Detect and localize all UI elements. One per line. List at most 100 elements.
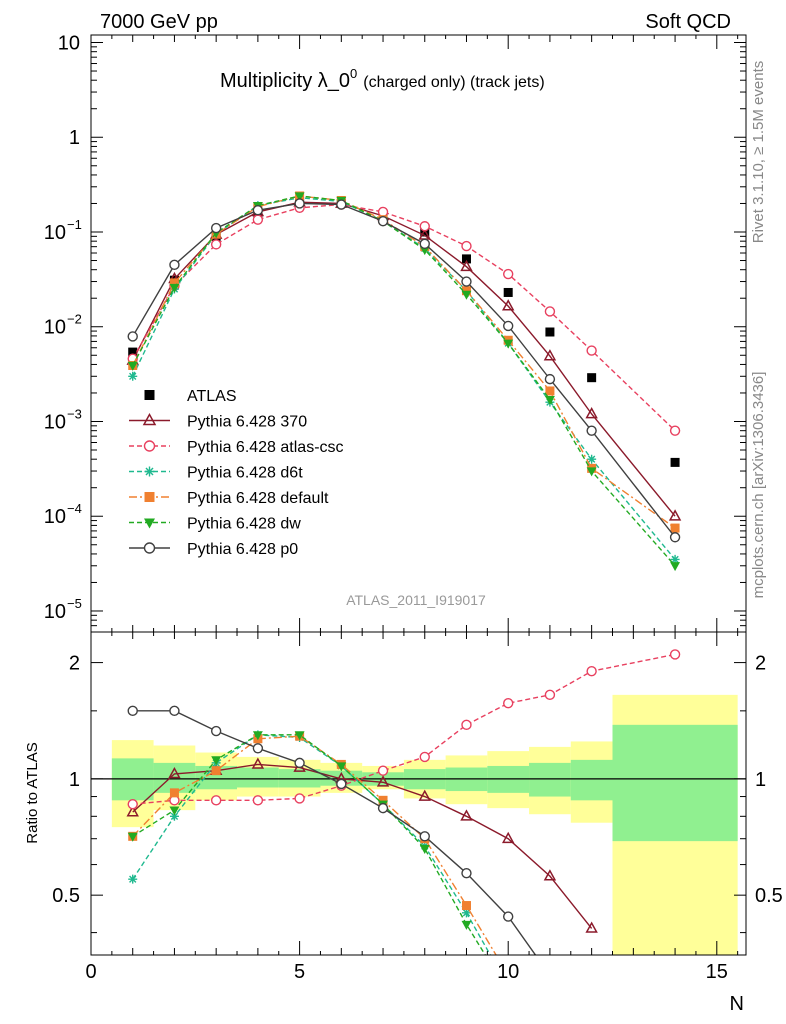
band-inner-3 bbox=[237, 767, 279, 788]
legend-label-2: Pythia 6.428 atlas-csc bbox=[187, 439, 344, 456]
main-point-1-12 bbox=[668, 509, 682, 521]
main-point-1-9 bbox=[501, 299, 515, 311]
main-point-6-9 bbox=[502, 320, 514, 332]
side-label-mcplots: mcplots.cern.ch [arXiv:1306.3436] bbox=[750, 372, 767, 599]
main-ytick-exp-4: −3 bbox=[67, 406, 82, 421]
main-ytick-label-1: 1 bbox=[69, 127, 80, 149]
ratio-point-0-1 bbox=[168, 766, 181, 779]
ratio-point-1-6 bbox=[377, 765, 389, 776]
main-ytick-label-2: 10 bbox=[44, 222, 66, 244]
main-point-6-4 bbox=[294, 198, 305, 209]
chart-title-sup: 0 bbox=[350, 66, 357, 81]
main-ytick-exp-2: −1 bbox=[67, 217, 82, 232]
main-point-5-1 bbox=[169, 283, 180, 293]
ratio-point-3-2 bbox=[211, 766, 221, 776]
ratio-point-5-5 bbox=[336, 778, 347, 790]
ratio-point-2-1 bbox=[169, 811, 179, 821]
ratio-point-0-0 bbox=[126, 805, 139, 817]
ratio-point-5-1 bbox=[169, 705, 180, 717]
main-point-1-10 bbox=[543, 349, 557, 361]
ratio-point-3-6 bbox=[378, 795, 388, 805]
xtick-label-3: 15 bbox=[706, 961, 728, 983]
xtick-label-2: 10 bbox=[497, 961, 519, 983]
xtick-label-0: 0 bbox=[85, 961, 96, 983]
main-point-2-3 bbox=[252, 214, 264, 225]
main-ytick-label-3: 10 bbox=[44, 317, 66, 339]
ratio-ylabel: Ratio to ATLAS bbox=[24, 742, 41, 843]
main-point-2-6 bbox=[377, 206, 389, 218]
main-point-1-11 bbox=[585, 407, 598, 419]
xtick-label-1: 5 bbox=[294, 961, 305, 983]
main-point-3-12 bbox=[670, 554, 680, 564]
ratio-point-5-8 bbox=[461, 867, 472, 879]
main-point-6-6 bbox=[377, 215, 389, 227]
ratio-series-5 bbox=[127, 705, 537, 955]
main-point-6-3 bbox=[252, 204, 264, 216]
ratio-point-4-1 bbox=[169, 806, 180, 816]
legend-marker-3 bbox=[144, 466, 155, 477]
main-point-5-4 bbox=[294, 192, 305, 202]
ratio-point-0-7 bbox=[418, 789, 431, 801]
ratio-series-line-4 bbox=[132, 734, 487, 955]
ratio-point-0-10 bbox=[543, 869, 557, 881]
legend-marker-5 bbox=[144, 518, 155, 529]
legend-label-6: Pythia 6.428 p0 bbox=[187, 541, 298, 558]
main-point-0-12 bbox=[670, 457, 680, 467]
side-label-rivet: Rivet 3.1.10, ≥ 1.5M events bbox=[750, 61, 767, 244]
main-point-4-10 bbox=[545, 386, 555, 396]
legend-entry-0: ATLAS bbox=[144, 388, 237, 405]
main-point-2-8 bbox=[461, 240, 472, 252]
watermark: ATLAS_2011_I919017 bbox=[346, 592, 486, 608]
band-inner-12 bbox=[612, 724, 738, 842]
ratio-data bbox=[91, 649, 746, 955]
ratio-point-0-8 bbox=[460, 809, 473, 821]
ratio-point-1-4 bbox=[294, 793, 305, 804]
ratio-frame bbox=[90, 631, 747, 956]
main-series-6 bbox=[127, 198, 681, 543]
main-ytick-exp-3: −2 bbox=[67, 312, 82, 327]
legend: ATLAS Pythia 6.428 370 Pythia 6.428 atlas-… bbox=[129, 388, 344, 558]
main-point-6-11 bbox=[586, 425, 597, 436]
main-point-0-9 bbox=[503, 287, 513, 297]
main-point-6-2 bbox=[210, 222, 222, 234]
ratio-point-0-9 bbox=[501, 831, 515, 844]
main-point-6-12 bbox=[669, 532, 681, 543]
main-point-2-11 bbox=[586, 345, 597, 356]
main-point-5-10 bbox=[544, 396, 555, 406]
legend-entry-5: Pythia 6.428 dw bbox=[129, 516, 301, 533]
legend-marker-4 bbox=[144, 492, 155, 502]
ratio-point-5-9 bbox=[502, 911, 514, 922]
ratio-point-4-4 bbox=[294, 731, 305, 741]
legend-label-5: Pythia 6.428 dw bbox=[187, 516, 301, 533]
main-point-5-8 bbox=[461, 290, 472, 300]
ratio-point-2-0 bbox=[128, 874, 138, 884]
legend-marker-1 bbox=[142, 412, 157, 426]
main-ytick-exp-5: −4 bbox=[67, 501, 82, 516]
main-series-5 bbox=[127, 192, 681, 572]
band-inner-11 bbox=[570, 759, 613, 801]
ratio-point-2-8 bbox=[461, 908, 471, 918]
ratio-ytick-label-right-0: 2 bbox=[755, 653, 766, 675]
legend-entry-4: Pythia 6.428 default bbox=[129, 490, 329, 507]
main-point-2-12 bbox=[669, 425, 681, 436]
ratio-series-1 bbox=[127, 649, 681, 810]
ratio-point-1-0 bbox=[127, 798, 138, 810]
main-ytick-label-4: 10 bbox=[44, 411, 66, 433]
legend-entry-2: Pythia 6.428 atlas-csc bbox=[129, 439, 344, 456]
main-point-5-9 bbox=[503, 339, 514, 349]
ratio-point-5-3 bbox=[252, 743, 264, 754]
main-ytick-label-5: 10 bbox=[44, 506, 66, 528]
ratio-series-line-3 bbox=[132, 735, 497, 955]
main-marks bbox=[126, 191, 682, 572]
ratio-series-line-2 bbox=[132, 734, 492, 955]
ratio-point-4-3 bbox=[252, 731, 263, 741]
ratio-point-1-7 bbox=[419, 751, 430, 763]
main-point-5-0 bbox=[127, 361, 138, 371]
main-ytick-label-0: 10 bbox=[58, 33, 80, 55]
main-point-3-0 bbox=[128, 371, 138, 381]
main-point-6-10 bbox=[544, 373, 556, 385]
ratio-point-1-9 bbox=[502, 697, 514, 709]
main-point-2-9 bbox=[502, 268, 514, 280]
